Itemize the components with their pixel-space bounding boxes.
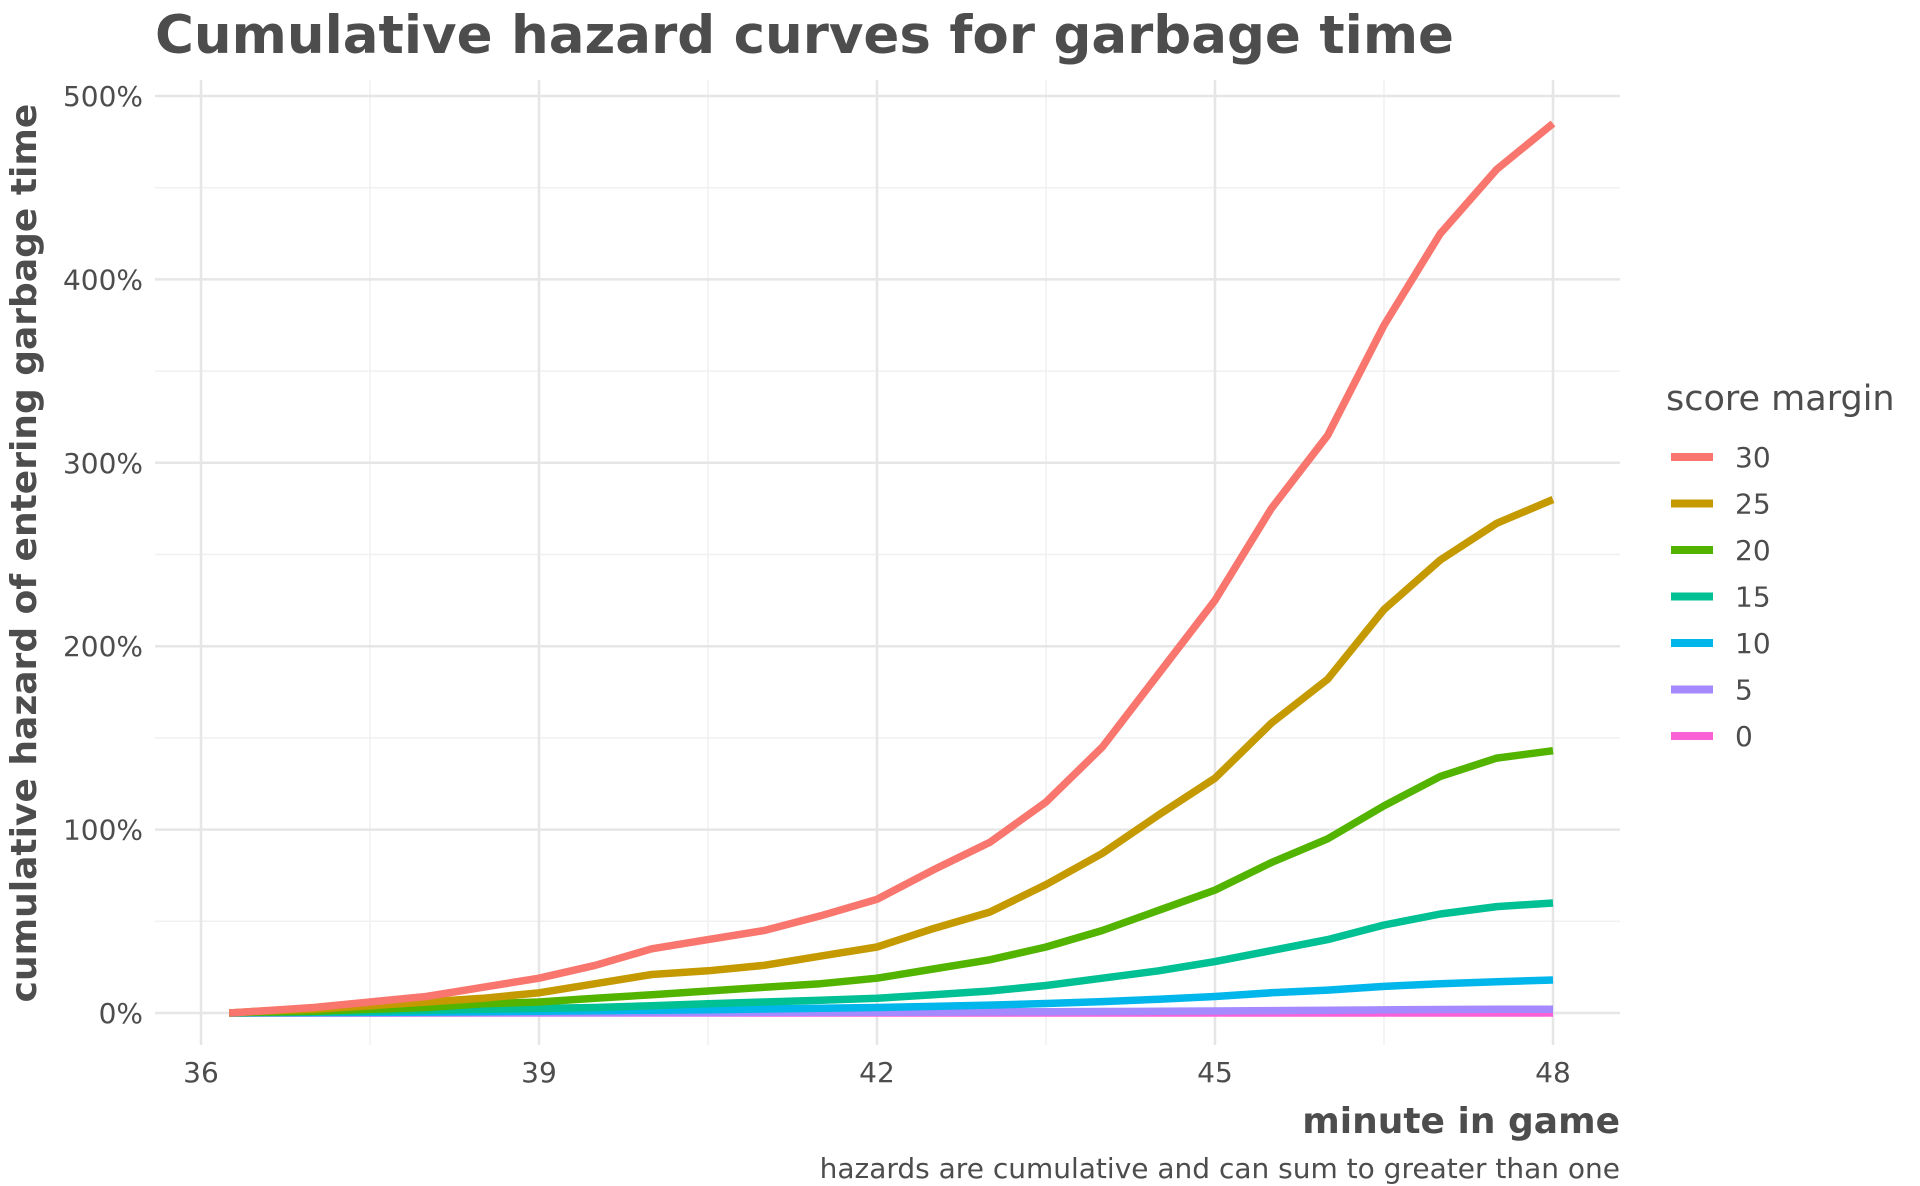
legend-label-20: 20 <box>1735 534 1771 567</box>
x-tick-label: 42 <box>859 1056 895 1089</box>
series-line-20 <box>229 746 1554 1017</box>
caption: hazards are cumulative and can sum to gr… <box>820 1152 1620 1185</box>
y-tick-label: 400% <box>63 263 143 296</box>
y-tick-label: 0% <box>99 997 143 1030</box>
x-tick-label: 39 <box>521 1056 557 1089</box>
x-tick-label: 45 <box>1197 1056 1233 1089</box>
series-lines <box>228 120 1556 1017</box>
legend-label-30: 30 <box>1735 441 1771 474</box>
grid-minor <box>155 80 1620 1045</box>
y-tick-label: 500% <box>63 80 143 113</box>
legend-label-15: 15 <box>1735 581 1771 614</box>
x-tick-label: 48 <box>1535 1056 1571 1089</box>
legend-label-5: 5 <box>1735 674 1753 707</box>
legend-label-0: 0 <box>1735 720 1753 753</box>
series-line-30 <box>228 120 1556 1017</box>
chart-title: Cumulative hazard curves for garbage tim… <box>155 5 1454 66</box>
x-axis-title: minute in game <box>1302 1101 1620 1142</box>
legend-label-10: 10 <box>1735 627 1771 660</box>
legend-title: score margin <box>1666 379 1895 419</box>
y-tick-label: 300% <box>63 447 143 480</box>
x-axis-ticks: 36 39 42 45 48 <box>183 1056 1571 1089</box>
y-axis-ticks: 0% 100% 200% 300% 400% 500% <box>63 80 143 1030</box>
grid-major <box>155 80 1620 1045</box>
legend-label-25: 25 <box>1735 488 1771 521</box>
y-axis-title: cumulative hazard of entering garbage ti… <box>4 104 45 1003</box>
x-tick-label: 36 <box>183 1056 219 1089</box>
series-line-25 <box>228 496 1555 1017</box>
y-tick-label: 200% <box>63 630 143 663</box>
y-tick-label: 100% <box>63 814 143 847</box>
legend: score margin 30 25 20 15 10 5 0 <box>1666 379 1895 753</box>
